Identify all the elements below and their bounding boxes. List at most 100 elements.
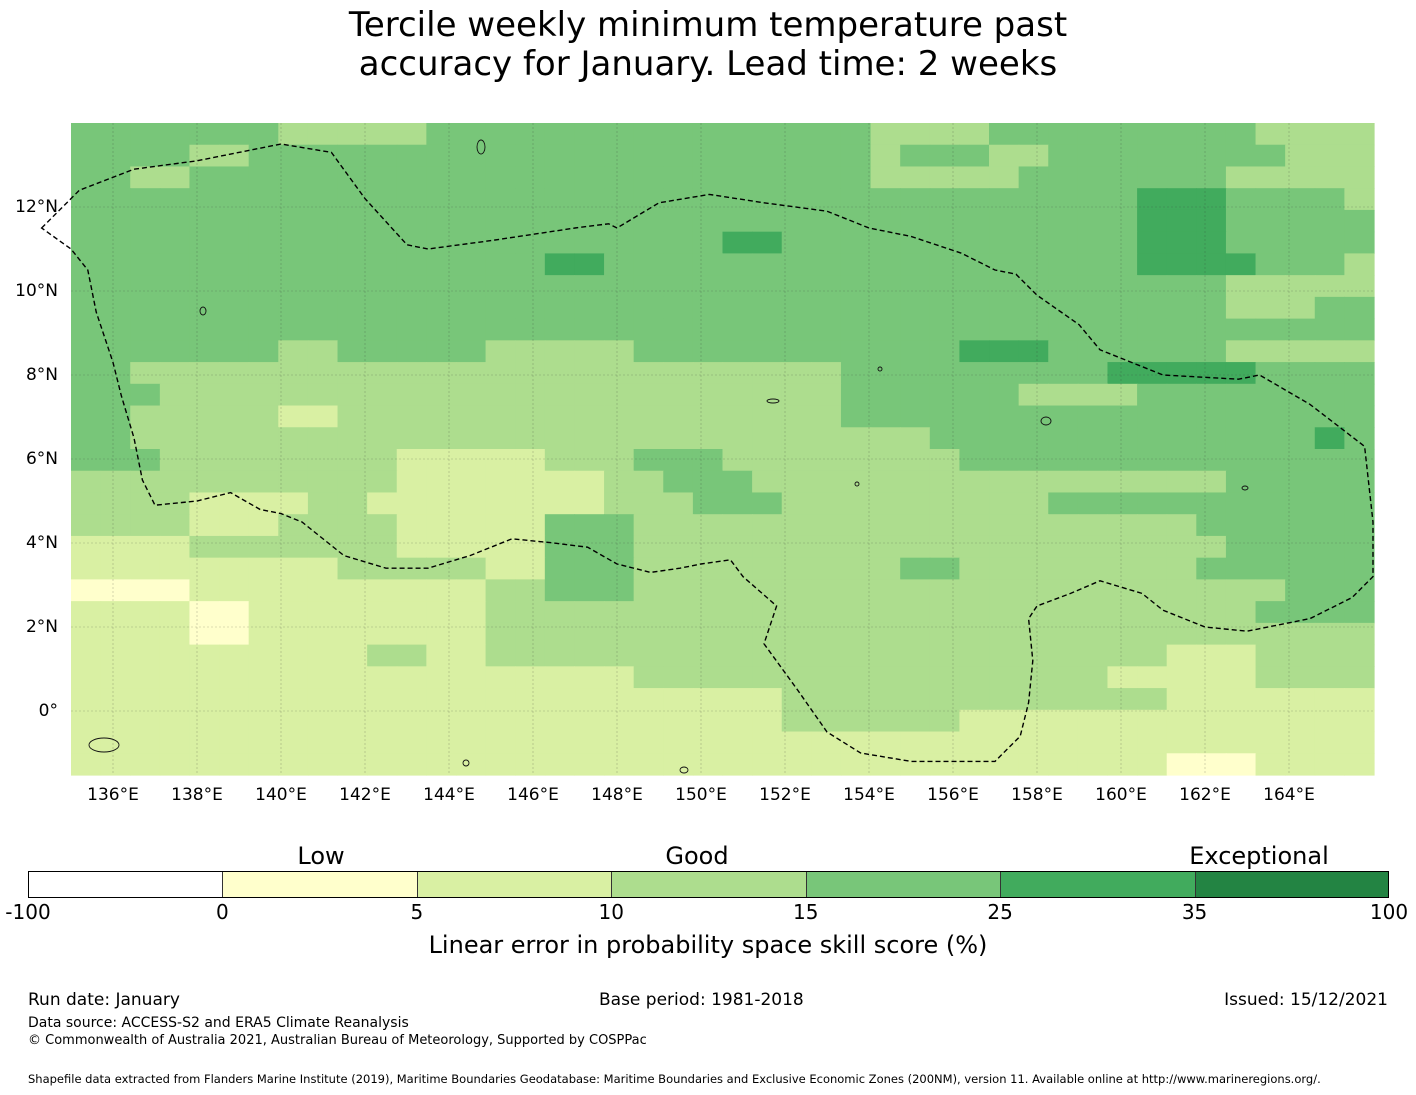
latitude-label: 6°N <box>25 449 58 469</box>
grid-cell <box>189 123 220 146</box>
grid-cell <box>71 427 102 450</box>
grid-cell <box>1107 709 1138 733</box>
grid-cell <box>840 449 872 472</box>
grid-cell <box>604 427 635 450</box>
grid-cell <box>396 666 427 689</box>
grid-cell <box>663 383 694 407</box>
grid-cell <box>1196 253 1227 276</box>
colorbar-frame <box>28 871 1389 898</box>
grid-cell <box>692 535 724 559</box>
coastlines <box>88 139 1249 774</box>
grid-cell <box>248 601 279 624</box>
grid-cell <box>840 557 872 580</box>
grid-cell <box>71 688 102 711</box>
grid-cell <box>426 666 457 689</box>
grid-cell <box>367 318 398 341</box>
grid-cell <box>752 296 783 320</box>
grid-cell <box>426 449 457 472</box>
grid-cell <box>692 601 724 624</box>
grid-cell <box>811 557 842 580</box>
grid-cell <box>100 731 131 754</box>
grid-cell <box>337 188 368 211</box>
grid-cell <box>1137 731 1168 754</box>
grid-cell <box>130 427 161 450</box>
grid-cell <box>1285 709 1316 733</box>
grid-cell <box>307 731 339 754</box>
grid-cell <box>159 427 191 450</box>
grid-cell <box>485 231 516 254</box>
grid-cell <box>130 231 161 254</box>
grid-cell <box>1166 492 1197 515</box>
grid-cell <box>811 144 842 168</box>
latitude-label: 2°N <box>25 617 58 637</box>
grid-cell <box>1077 557 1109 580</box>
grid-cell <box>100 709 131 733</box>
grid-cell <box>1166 166 1197 189</box>
grid-cell <box>189 253 220 276</box>
colorbar-tick-label: 5 <box>410 900 424 924</box>
grid-cell <box>396 688 427 711</box>
grid-cell <box>248 449 279 472</box>
grid-cell <box>396 144 427 168</box>
grid-cell <box>604 123 635 146</box>
grid-cell <box>752 709 783 733</box>
grid-cell <box>248 188 279 211</box>
grid-cell <box>278 601 309 624</box>
grid-cell <box>1314 492 1345 515</box>
grid-cell <box>544 144 576 168</box>
grid-cell <box>752 688 783 711</box>
grid-cell <box>1314 123 1345 146</box>
grid-cell <box>870 449 901 472</box>
grid-cell <box>248 470 279 494</box>
grid-cell <box>870 470 901 494</box>
grid-cell <box>71 253 102 276</box>
grid-cell <box>663 688 694 711</box>
grid-cell <box>71 166 102 189</box>
latitude-label: 4°N <box>25 533 58 553</box>
grid-cell <box>515 362 546 385</box>
grid-cell <box>485 601 516 624</box>
grid-cell <box>722 449 753 472</box>
grid-cell <box>663 231 694 254</box>
grid-cell <box>1166 275 1197 298</box>
grid-cell <box>544 405 576 428</box>
grid-cell <box>455 557 487 580</box>
grid-cell <box>1018 123 1049 146</box>
grid-cell <box>1225 188 1257 211</box>
grid-cell <box>722 427 753 450</box>
grid-cell <box>219 753 250 776</box>
colorbar-swatch <box>28 871 223 898</box>
grid-cell <box>1048 731 1079 754</box>
grid-cell <box>71 535 102 559</box>
grid-cell <box>1285 492 1316 515</box>
grid-cell <box>663 514 694 537</box>
grid-cell <box>485 209 516 233</box>
grid-cell <box>1018 188 1049 211</box>
grid-cell <box>1166 318 1197 341</box>
grid-cell <box>1285 166 1316 189</box>
grid-cell <box>515 731 546 754</box>
grid-cell <box>544 731 576 754</box>
grid-cell <box>574 296 605 320</box>
grid-cell <box>515 514 546 537</box>
grid-cell <box>337 535 368 559</box>
grid-cell <box>189 231 220 254</box>
grid-cell <box>189 318 220 341</box>
grid-cell <box>722 492 753 515</box>
grid-cell <box>426 427 457 450</box>
grid-cell <box>959 644 990 667</box>
grid-cell <box>692 188 724 211</box>
grid-cell <box>159 318 191 341</box>
map-title: Tercile weekly minimum temperature past … <box>0 6 1416 84</box>
grid-cell <box>574 644 605 667</box>
grid-cell <box>71 622 102 646</box>
grid-cell <box>1166 340 1197 363</box>
grid-cell <box>485 253 516 276</box>
grid-cell <box>752 644 783 667</box>
grid-cell <box>840 579 872 602</box>
grid-cell <box>781 253 812 276</box>
grid-cell <box>307 492 339 515</box>
grid-cell <box>781 644 812 667</box>
grid-cell <box>1196 622 1227 646</box>
grid-cell <box>337 296 368 320</box>
